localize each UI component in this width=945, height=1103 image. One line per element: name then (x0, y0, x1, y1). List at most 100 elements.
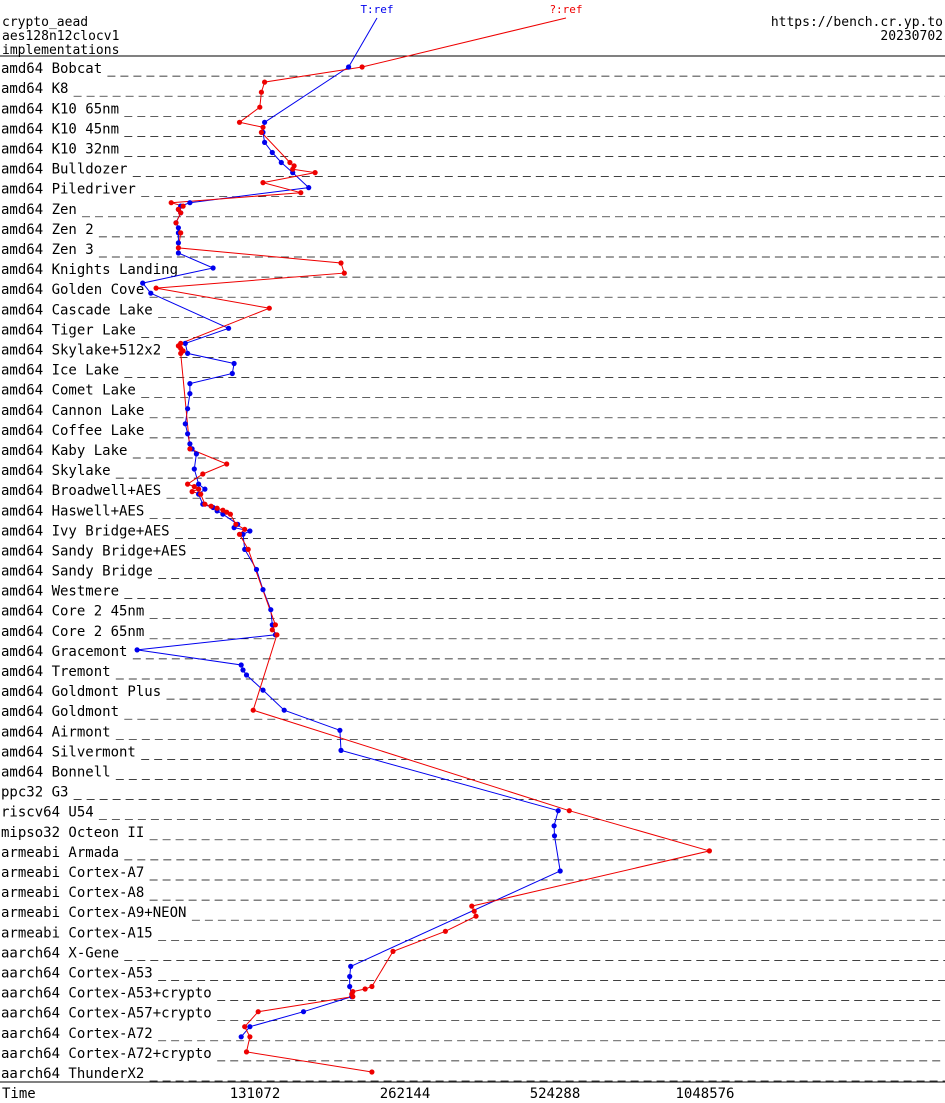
row-label: aarch64 Cortex-A72+crypto (1, 1046, 212, 1062)
row-layer: amd64 Bobcat amd64 K8 amd64 K10 65nm amd64 … (1, 61, 945, 1082)
data-point (198, 491, 204, 497)
data-point (268, 607, 274, 613)
row-label: amd64 K10 65nm (1, 101, 119, 117)
data-point (338, 260, 344, 266)
row-label: aarch64 Cortex-A57+crypto (1, 1006, 212, 1022)
data-point (134, 647, 140, 653)
row-label: amd64 Coffee Lake (1, 423, 144, 439)
data-point (369, 1069, 375, 1075)
row-label: amd64 Broadwell+AES (1, 483, 161, 499)
data-point (196, 481, 202, 487)
data-points (134, 64, 713, 1075)
row-label: amd64 Core 2 65nm (1, 624, 144, 640)
row-label: amd64 Ice Lake (1, 363, 119, 379)
data-point (469, 903, 475, 909)
data-point (262, 119, 268, 125)
data-point (231, 360, 237, 367)
row-label: armeabi Cortex-A15 (1, 925, 153, 941)
data-point (247, 1024, 253, 1030)
data-point (187, 446, 193, 452)
data-point (269, 149, 275, 156)
row-label: amd64 K10 32nm (1, 142, 119, 158)
data-point (242, 526, 248, 532)
data-point (362, 986, 368, 992)
legend-leader (348, 17, 378, 68)
data-point (180, 203, 186, 209)
data-point (238, 1034, 244, 1040)
x-tick-label: 1048576 (675, 1086, 734, 1102)
row-label: aarch64 Cortex-A72 (1, 1026, 153, 1042)
row-label: armeabi Armada (1, 845, 119, 861)
row-label: amd64 Tiger Lake (1, 322, 136, 338)
row-label: armeabi Cortex-A9+NEON (1, 905, 186, 921)
row-label: amd64 Kaby Lake (1, 443, 127, 459)
row-label: amd64 Cannon Lake (1, 403, 144, 419)
data-point (202, 486, 208, 492)
row-label: amd64 Sandy Bridge+AES (1, 544, 186, 560)
data-point (298, 190, 304, 196)
data-point (274, 632, 280, 638)
data-point (260, 124, 266, 130)
header-date: 20230702 (880, 29, 943, 44)
data-point (187, 441, 193, 447)
data-point (260, 687, 266, 693)
data-point (262, 139, 268, 145)
data-point (187, 391, 193, 397)
row-label: amd64 Silvermont (1, 744, 136, 760)
data-point (214, 505, 220, 511)
data-point (178, 230, 184, 236)
data-point (247, 528, 253, 534)
data-point (442, 928, 448, 934)
data-point (175, 240, 181, 246)
data-point (208, 503, 214, 509)
data-point (290, 166, 296, 172)
data-point (471, 908, 477, 914)
data-point (566, 808, 572, 814)
row-label: aarch64 X-Gene (1, 945, 119, 961)
data-point (191, 466, 197, 472)
row-label: amd64 Airmont (1, 724, 111, 740)
data-point (258, 129, 264, 135)
data-point (260, 180, 266, 186)
data-point (247, 1034, 253, 1040)
row-label: amd64 Bobcat (1, 61, 102, 77)
data-point (250, 707, 256, 713)
row-label: amd64 Haswell+AES (1, 503, 144, 519)
data-point (226, 325, 232, 331)
x-axis-ticks: 131072 262144 524288 1048576 (230, 1086, 735, 1102)
data-point (182, 421, 188, 427)
row-label: mipso32 Octeon II (1, 825, 144, 841)
data-point (236, 531, 243, 537)
data-point (178, 350, 184, 356)
row-label: riscv64 U54 (1, 805, 94, 821)
data-point (258, 89, 264, 95)
data-point (253, 566, 260, 573)
row-label: amd64 Bulldozer (1, 162, 127, 178)
data-point (200, 471, 206, 477)
data-point (350, 994, 356, 1000)
data-point (182, 340, 188, 346)
data-point (187, 200, 193, 206)
header-line-2: aes128n12clocv1 (2, 29, 119, 44)
legend-label: ?:ref (549, 3, 582, 16)
row-label: amd64 Comet Lake (1, 383, 136, 399)
row-label: armeabi Cortex-A8 (1, 885, 144, 901)
data-point (238, 662, 244, 668)
data-point (243, 672, 250, 678)
data-point (338, 747, 344, 754)
data-point (706, 848, 713, 854)
data-point (257, 104, 263, 110)
data-point (348, 963, 354, 970)
data-point (233, 521, 239, 527)
row-label: amd64 Goldmont (1, 704, 119, 720)
data-point (243, 1049, 250, 1055)
row-label: aarch64 Cortex-A53+crypto (1, 986, 212, 1002)
data-point (168, 200, 174, 206)
data-point (173, 220, 179, 226)
row-label: amd64 Knights Landing (1, 262, 178, 278)
row-label: aarch64 ThunderX2 (1, 1066, 144, 1082)
row-label: amd64 Zen 2 (1, 222, 94, 238)
data-point (236, 119, 243, 125)
row-label: amd64 Gracemont (1, 644, 127, 660)
